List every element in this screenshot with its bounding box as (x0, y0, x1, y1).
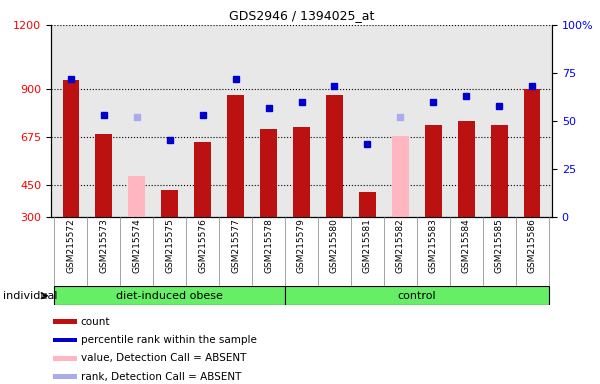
Bar (524, 89, 541, 217)
Text: GSM215578: GSM215578 (264, 218, 273, 273)
Text: value, Detection Call = ABSENT: value, Detection Call = ABSENT (81, 353, 246, 363)
Bar (62, 80, 79, 217)
Bar (425, 125, 442, 217)
Text: GSM215573: GSM215573 (99, 218, 108, 273)
Bar (359, 192, 376, 217)
Text: GSM215576: GSM215576 (198, 218, 207, 273)
Text: count: count (81, 317, 110, 327)
Title: GDS2946 / 1394025_at: GDS2946 / 1394025_at (229, 9, 374, 22)
Text: GSM215583: GSM215583 (429, 218, 438, 273)
Bar (53, 338, 77, 343)
Text: rank, Detection Call = ABSENT: rank, Detection Call = ABSENT (81, 371, 241, 382)
Text: percentile rank within the sample: percentile rank within the sample (81, 335, 257, 345)
Bar (458, 121, 475, 217)
FancyBboxPatch shape (54, 286, 285, 305)
Text: diet-induced obese: diet-induced obese (116, 291, 223, 301)
Text: GSM215580: GSM215580 (330, 218, 339, 273)
Bar (53, 374, 77, 379)
Bar (161, 190, 178, 217)
Bar (260, 129, 277, 217)
Text: individual: individual (3, 291, 58, 301)
Text: GSM215584: GSM215584 (462, 218, 471, 273)
Bar (128, 176, 145, 217)
Bar (293, 127, 310, 217)
Text: GSM215585: GSM215585 (495, 218, 504, 273)
Bar (326, 95, 343, 217)
Text: control: control (398, 291, 436, 301)
Text: GSM215586: GSM215586 (528, 218, 537, 273)
Bar (53, 319, 77, 324)
Bar (95, 134, 112, 217)
Text: GSM215575: GSM215575 (165, 218, 174, 273)
Text: GSM215581: GSM215581 (363, 218, 372, 273)
Bar (194, 142, 211, 217)
Text: GSM215572: GSM215572 (66, 218, 75, 273)
Text: GSM215574: GSM215574 (132, 218, 141, 273)
Text: GSM215579: GSM215579 (297, 218, 306, 273)
Bar (53, 356, 77, 361)
Text: GSM215582: GSM215582 (396, 218, 405, 273)
Text: GSM215577: GSM215577 (231, 218, 240, 273)
Bar (392, 136, 409, 217)
Bar (227, 95, 244, 217)
FancyBboxPatch shape (285, 286, 549, 305)
Bar (491, 125, 508, 217)
